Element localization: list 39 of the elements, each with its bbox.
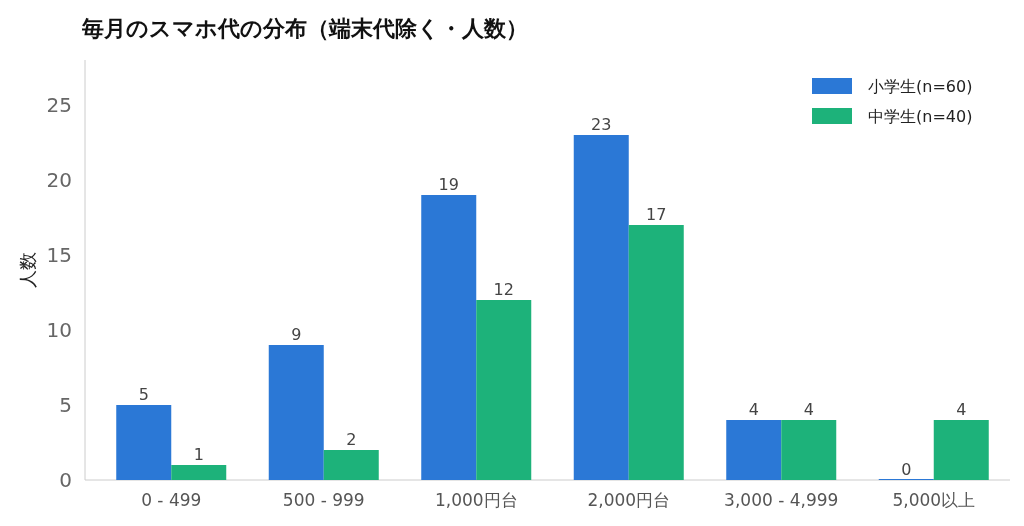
- legend-label: 中学生(n=40): [868, 107, 973, 126]
- bar: [421, 195, 477, 480]
- data-label: 2: [346, 430, 357, 449]
- y-tick-label: 10: [46, 318, 72, 342]
- data-label: 4: [956, 400, 967, 419]
- data-label: 5: [138, 385, 149, 404]
- x-tick-label: 5,000以上: [892, 490, 976, 510]
- bar: [171, 465, 227, 480]
- y-tick-label: 15: [46, 243, 72, 267]
- data-label: 1: [193, 445, 204, 464]
- y-tick-label: 5: [59, 393, 72, 417]
- x-tick-label: 500 - 999: [282, 490, 365, 510]
- legend-label: 小学生(n=60): [868, 77, 973, 96]
- bar: [933, 420, 989, 480]
- bar: [573, 135, 629, 480]
- x-tick-label: 0 - 499: [141, 490, 202, 510]
- chart-title: 毎月のスマホ代の分布（端末代除く・人数）: [81, 16, 528, 41]
- x-tick-label: 3,000 - 4,999: [724, 490, 839, 510]
- y-tick-label: 25: [46, 93, 72, 117]
- bar: [781, 420, 837, 480]
- data-label: 23: [591, 115, 612, 134]
- data-label: 9: [291, 325, 302, 344]
- x-tick-label: 2,000円台: [587, 490, 671, 510]
- bar: [726, 420, 782, 480]
- y-tick-label: 0: [59, 468, 72, 492]
- bar: [476, 300, 532, 480]
- data-label: 4: [803, 400, 814, 419]
- data-label: 4: [748, 400, 759, 419]
- y-tick-label: 20: [46, 168, 72, 192]
- data-label: 12: [493, 280, 514, 299]
- data-label: 0: [901, 460, 912, 479]
- bar: [323, 450, 379, 480]
- data-label: 19: [438, 175, 459, 194]
- y-axis-title: 人数: [17, 252, 38, 288]
- bar: [268, 345, 324, 480]
- bar: [628, 225, 684, 480]
- bar: [116, 405, 172, 480]
- x-tick-label: 1,000円台: [434, 490, 518, 510]
- data-label: 17: [646, 205, 667, 224]
